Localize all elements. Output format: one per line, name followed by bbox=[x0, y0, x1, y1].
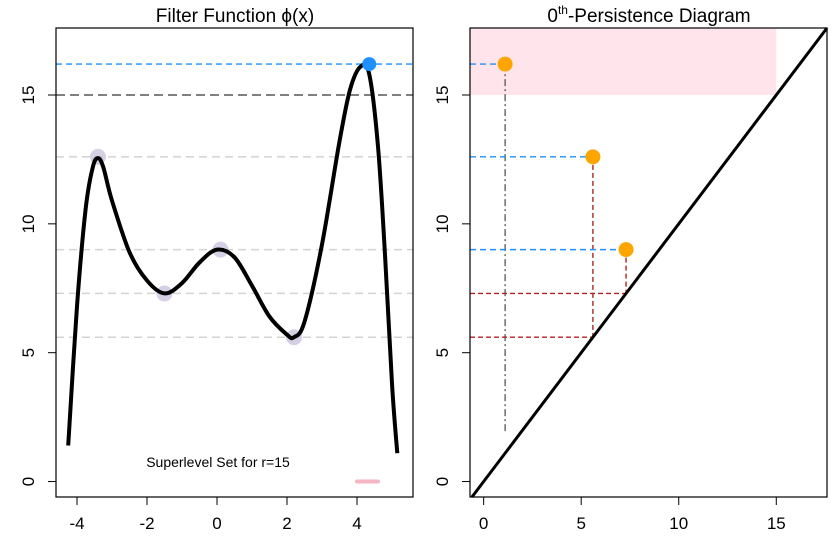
diagonal-line bbox=[470, 27, 829, 498]
left-x-tick-label-2: 0 bbox=[212, 514, 221, 533]
right-title-rest: -Persistence Diagram bbox=[568, 6, 751, 27]
left-x-tick-label-4: 4 bbox=[352, 514, 361, 533]
superlevel-annotation: Superlevel Set for r=15 bbox=[146, 454, 290, 470]
global-max-point bbox=[362, 57, 377, 72]
right-title-base: 0 bbox=[547, 6, 558, 27]
left-y-tick-label-0: 0 bbox=[19, 477, 38, 486]
filter-function-curve bbox=[66, 62, 400, 454]
left-x-ticks: -4 -2 0 2 4 bbox=[69, 497, 362, 533]
left-y-ticks: 0 5 10 15 bbox=[19, 86, 56, 486]
right-x-tick-label-1: 5 bbox=[576, 514, 585, 533]
left-x-tick-label-3: 2 bbox=[282, 514, 291, 533]
right-x-tick-label-2: 10 bbox=[669, 514, 688, 533]
filter-function-panel: -4 -2 0 2 4 0 5 10 15 Filter Function ϕ(x) Supe… bbox=[19, 6, 414, 533]
persistence-point-1 bbox=[585, 149, 601, 165]
left-title: Filter Function ϕ(x) bbox=[156, 6, 314, 27]
right-title: 0th-Persistence Diagram bbox=[547, 3, 750, 27]
left-y-tick-label-2: 10 bbox=[19, 214, 38, 233]
right-y-tick-label-0: 0 bbox=[433, 477, 452, 486]
right-plot-frame bbox=[469, 27, 828, 498]
persistence-point-0 bbox=[497, 56, 513, 72]
left-y-tick-label-3: 15 bbox=[19, 86, 38, 105]
left-plot-frame bbox=[55, 27, 414, 498]
left-y-tick-label-1: 5 bbox=[19, 348, 38, 357]
persistence-point-2 bbox=[618, 242, 634, 258]
left-x-tick-label-0: -4 bbox=[69, 514, 84, 533]
right-x-ticks: 0 5 10 15 bbox=[479, 497, 786, 533]
highlight-region bbox=[470, 28, 777, 95]
right-y-tick-label-3: 15 bbox=[433, 86, 452, 105]
right-x-tick-label-3: 15 bbox=[767, 514, 786, 533]
right-y-tick-label-1: 5 bbox=[433, 348, 452, 357]
right-guides bbox=[470, 63, 627, 433]
right-y-tick-label-2: 10 bbox=[433, 214, 452, 233]
left-x-tick-label-1: -2 bbox=[139, 514, 154, 533]
persistence-points bbox=[497, 56, 634, 258]
right-x-tick-label-0: 0 bbox=[479, 514, 488, 533]
right-y-ticks: 0 5 10 15 bbox=[433, 86, 470, 486]
right-title-sup: th bbox=[558, 3, 568, 17]
left-guides bbox=[56, 63, 413, 338]
